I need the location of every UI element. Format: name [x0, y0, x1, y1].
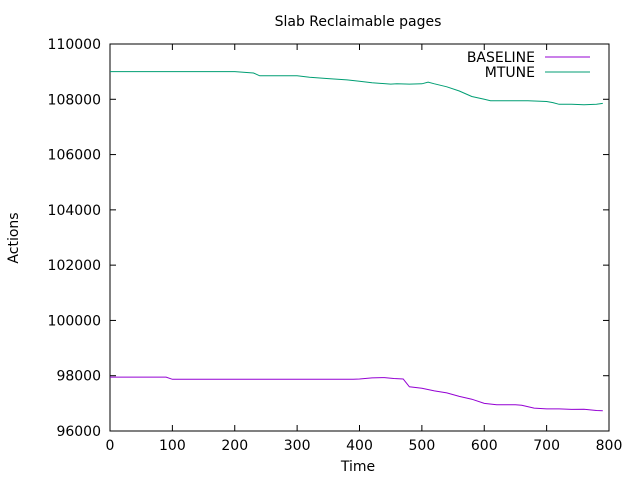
y-tick-label: 106000	[48, 148, 101, 164]
x-axis: 0 100 200 300 400 500 600 700 800	[106, 44, 623, 454]
legend-label-baseline: BASELINE	[467, 50, 535, 66]
y-tick-label: 110000	[48, 37, 101, 53]
plot-border	[109, 43, 610, 432]
x-tick-label: 100	[159, 438, 186, 454]
x-tick-label: 300	[284, 438, 311, 454]
y-tick-label: 104000	[48, 203, 101, 219]
x-tick-label: 700	[533, 438, 560, 454]
series-lines	[110, 71, 603, 412]
series-line-baseline	[110, 376, 603, 412]
y-axis: 96000 98000 100000 102000 104000 106000 108000…	[48, 37, 609, 440]
chart-title: Slab Reclaimable pages	[275, 14, 442, 30]
x-tick-label: 500	[409, 438, 436, 454]
x-tick-label: 400	[346, 438, 373, 454]
y-tick-label: 108000	[48, 92, 101, 108]
x-axis-label: Time	[340, 459, 375, 475]
y-tick-label: 98000	[56, 369, 101, 385]
plot-frame	[109, 43, 610, 432]
legend-label-mtune: MTUNE	[485, 65, 535, 81]
x-tick-label: 0	[106, 438, 115, 454]
y-tick-label: 102000	[48, 258, 101, 274]
y-tick-label: 100000	[48, 313, 101, 329]
y-axis-label: Actions	[6, 212, 22, 263]
y-tick-label: 96000	[56, 424, 101, 440]
x-tick-label: 200	[221, 438, 248, 454]
series-line-mtune	[110, 71, 603, 106]
x-tick-label: 800	[596, 438, 623, 454]
x-tick-label: 600	[471, 438, 498, 454]
